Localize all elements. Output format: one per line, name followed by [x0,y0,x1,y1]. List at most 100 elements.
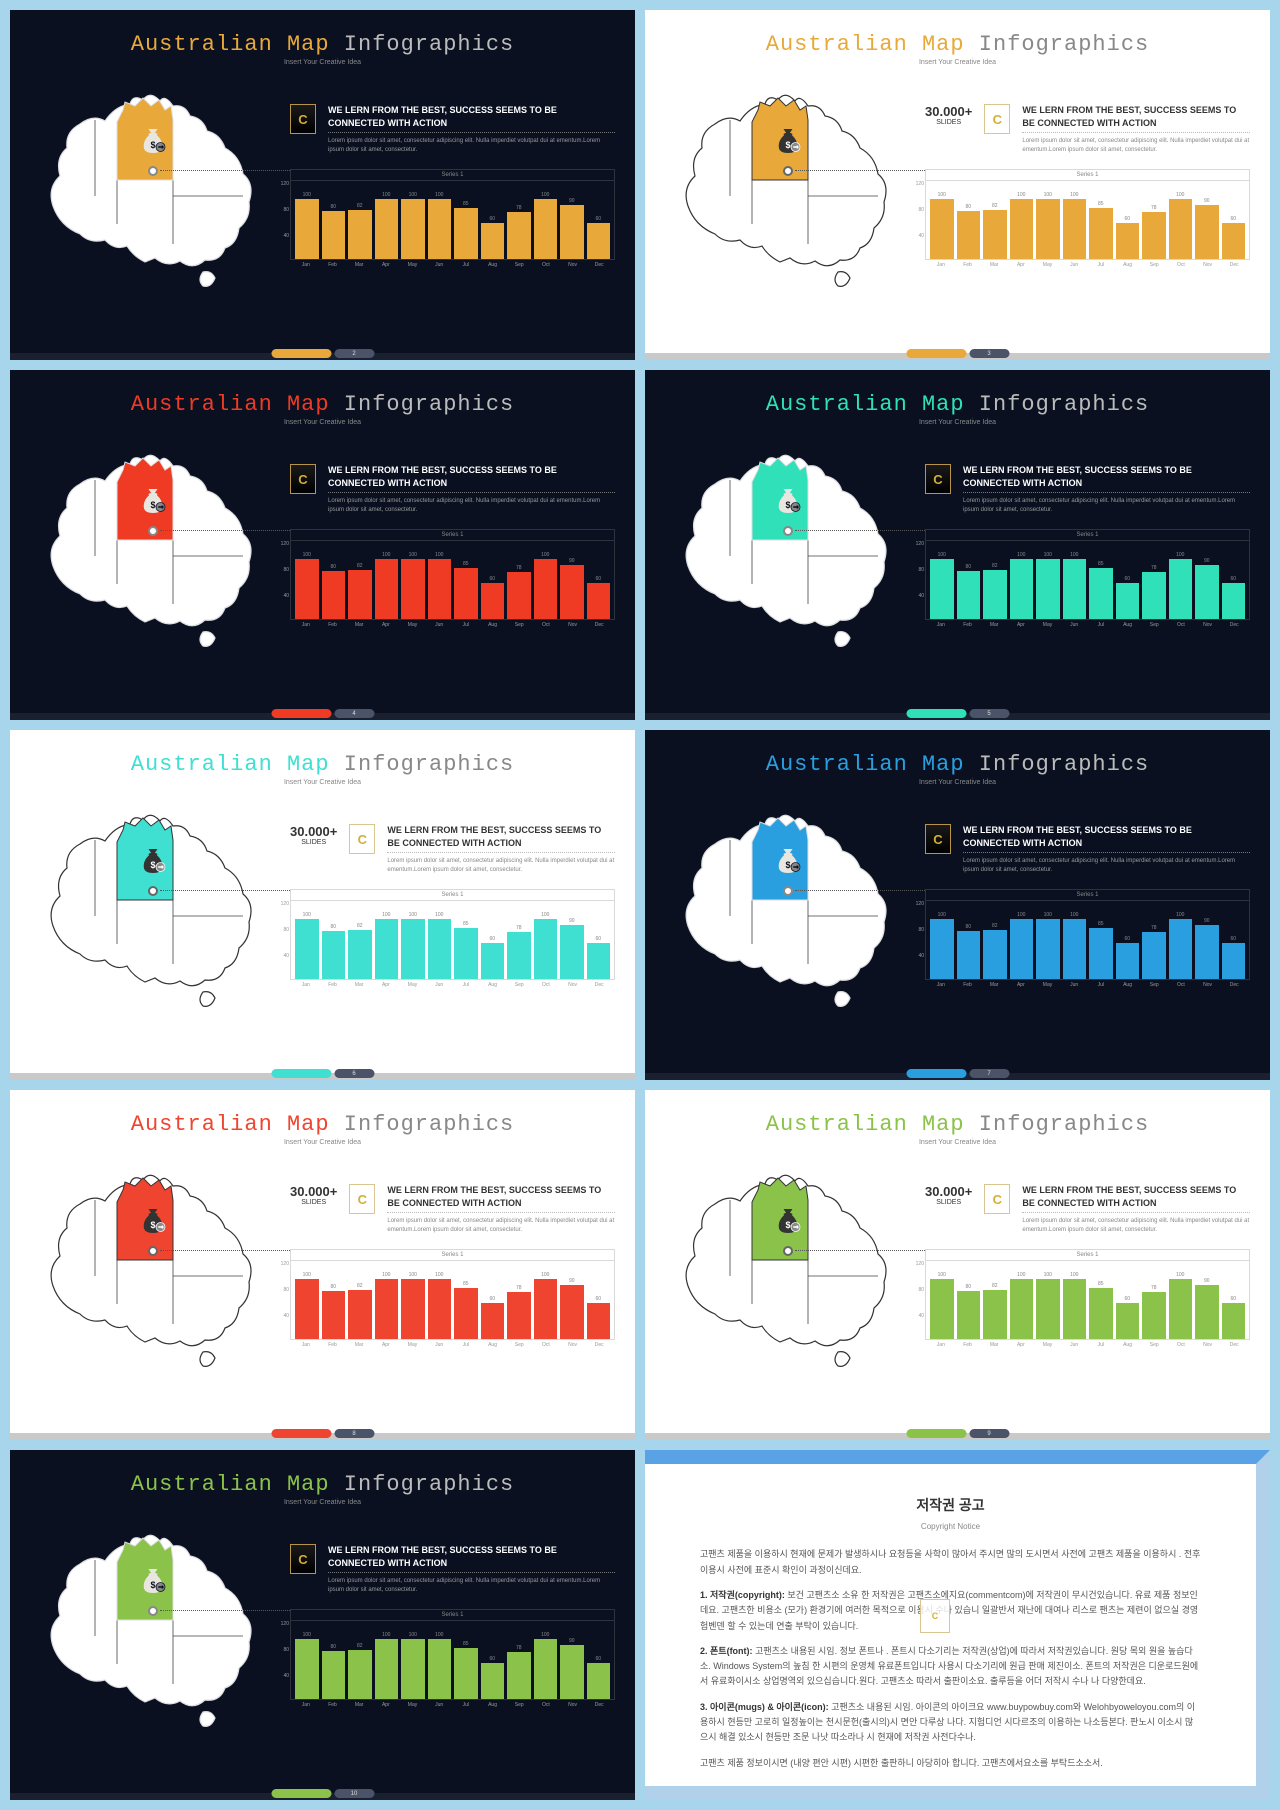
australia-map-svg [25,1506,275,1756]
svg-text:$: $ [785,140,790,150]
chart-bar: 85 [1089,905,1113,979]
chart-bar: 78 [507,1625,531,1699]
chart-bar: 100 [401,545,425,619]
chart-bar: 100 [534,1625,558,1699]
chart-x-axis: JanFebMarAprMayJunJulAugSepOctNovDec [290,620,615,628]
chart-bar: 100 [401,185,425,259]
chart-bar: 100 [1063,185,1087,259]
body-text: Lorem ipsum dolor sit amet, consectetur … [387,1217,615,1235]
chart-bar: 60 [1222,185,1246,259]
connector-line [795,530,925,531]
slide-title: Australian Map Infographics [10,1450,635,1499]
chart-container: Series 1 1208040 100 80 82 100 100 100 8… [290,1249,615,1354]
map-marker-icon [148,886,158,896]
map-column: $ [665,1154,905,1414]
chart-bar: 82 [983,185,1007,259]
map-column: $ [30,1514,270,1774]
map-marker-icon [783,526,793,536]
chart-bar: 90 [560,1625,584,1699]
australia-map-svg [660,66,910,316]
stat-label: SLIDES [290,839,337,846]
slide-title: Australian Map Infographics [645,730,1270,779]
bar-chart: 1208040 100 80 82 100 100 100 85 60 [290,540,615,620]
chart-bar: 100 [1036,545,1060,619]
chart-bar: 100 [1169,185,1193,259]
chart-bar: 82 [348,905,372,979]
accent-pill [271,709,331,718]
map-marker-icon [148,1606,158,1616]
body-text: Lorem ipsum dolor sit amet, consectetur … [1022,137,1250,155]
chart-series-label: Series 1 [925,169,1250,180]
map-marker-icon [783,166,793,176]
chart-x-axis: JanFebMarAprMayJunJulAugSepOctNovDec [290,1700,615,1708]
chart-bar: 78 [1142,185,1166,259]
chart-bar: 100 [534,1265,558,1339]
page-number-pill: 4 [334,709,374,718]
svg-text:$: $ [150,860,155,870]
chart-x-axis: JanFebMarAprMayJunJulAugSepOctNovDec [290,260,615,268]
chart-bar: 85 [454,905,478,979]
chart-bar: 100 [428,185,452,259]
headline-text: WE LERN FROM THE BEST, SUCCESS SEEMS TO … [963,464,1250,489]
chart-bar: 60 [1222,905,1246,979]
chart-bar: 80 [957,905,981,979]
body-text: Lorem ipsum dolor sit amet, consectetur … [328,137,615,155]
notice-title: 저작권 공고 [700,1494,1201,1518]
chart-bar: 100 [295,1265,319,1339]
chart-bar: 60 [481,1625,505,1699]
page-number-pill: 10 [334,1789,374,1798]
brand-badge-icon: C [925,824,951,854]
text-column: C WE LERN FROM THE BEST, SUCCESS SEEMS T… [270,74,615,334]
connector-line [160,1610,290,1611]
money-bag-icon: $ [138,846,168,876]
chart-series-label: Series 1 [290,1249,615,1260]
chart-container: Series 1 1208040 100 80 82 100 100 100 8… [925,1249,1250,1354]
chart-bar: 100 [428,1265,452,1339]
brand-badge-icon: C [290,104,316,134]
text-column: C WE LERN FROM THE BEST, SUCCESS SEEMS T… [905,434,1250,694]
page-number-pill: 3 [969,349,1009,358]
chart-bar: 60 [481,545,505,619]
headline-text: WE LERN FROM THE BEST, SUCCESS SEEMS TO … [1022,1184,1250,1209]
chart-y-axis: 1208040 [271,541,289,621]
slide-subtitle: Insert Your Creative Idea [645,419,1270,426]
body-text: Lorem ipsum dolor sit amet, consectetur … [1022,1217,1250,1235]
chart-y-axis: 1208040 [271,1621,289,1701]
map-column: $ [665,794,905,1054]
chart-bar: 100 [295,1625,319,1699]
slide-subtitle: Insert Your Creative Idea [10,779,635,786]
money-bag-icon: $ [773,1206,803,1236]
connector-line [795,890,925,891]
chart-bar: 100 [1036,185,1060,259]
chart-bar: 100 [428,1625,452,1699]
chart-bar: 85 [1089,545,1113,619]
money-bag-icon: $ [138,486,168,516]
chart-series-label: Series 1 [290,169,615,180]
chart-bar: 80 [957,545,981,619]
chart-y-axis: 1208040 [906,1261,924,1341]
infographic-slide: Australian Map Infographics Insert Your … [10,1090,635,1440]
infographic-slide: Australian Map Infographics Insert Your … [10,1450,635,1800]
text-column: C WE LERN FROM THE BEST, SUCCESS SEEMS T… [905,794,1250,1054]
chart-bar: 100 [295,905,319,979]
brand-badge-icon: C [920,1599,950,1633]
bar-chart: 1208040 100 80 82 100 100 100 85 60 [290,1260,615,1340]
chart-bar: 100 [428,905,452,979]
chart-bar: 78 [507,905,531,979]
connector-line [160,170,290,171]
text-column: 30.000+ SLIDES C WE LERN FROM THE BEST, … [270,794,615,1054]
text-column: 30.000+ SLIDES C WE LERN FROM THE BEST, … [270,1154,615,1414]
slide-title: Australian Map Infographics [10,730,635,779]
slide-title: Australian Map Infographics [645,10,1270,59]
body-text: Lorem ipsum dolor sit amet, consectetur … [328,1577,615,1595]
footer-pills: 7 [906,1069,1009,1078]
bar-chart: 1208040 100 80 82 100 100 100 85 60 [290,900,615,980]
infographic-slide: Australian Map Infographics Insert Your … [645,1090,1270,1440]
bar-chart: 1208040 100 80 82 100 100 100 85 60 [925,1260,1250,1340]
slide-subtitle: Insert Your Creative Idea [10,1499,635,1506]
chart-bar: 82 [348,185,372,259]
slide-subtitle: Insert Your Creative Idea [645,1139,1270,1146]
stat-number: 30.000+ [290,824,337,839]
brand-badge-icon: C [290,1544,316,1574]
chart-container: Series 1 1208040 100 80 82 100 100 100 8… [925,529,1250,634]
